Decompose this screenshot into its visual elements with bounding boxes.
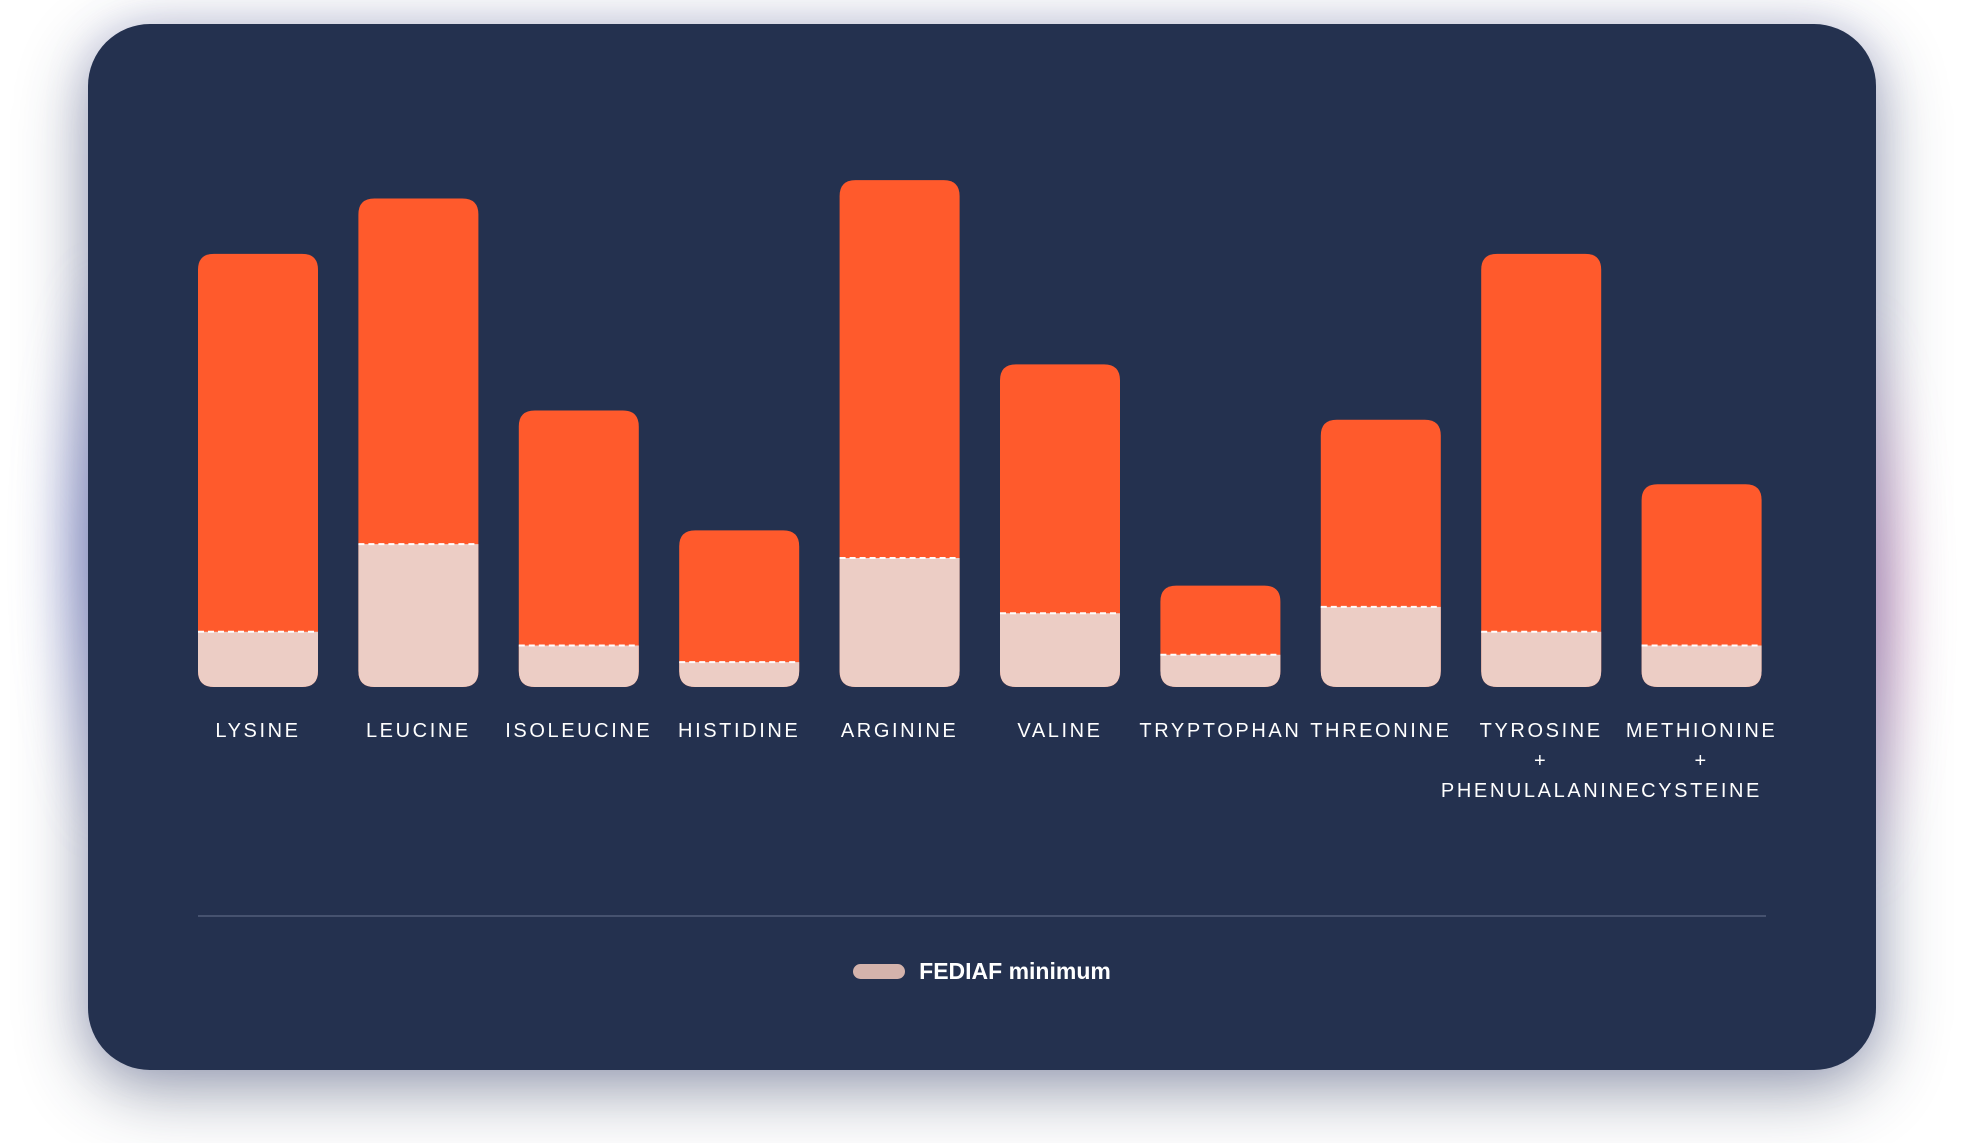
amino-acid-bar-chart: LYSINE LEUCINE ISOLEUCINE HISTIDINE ARGININE…: [198, 180, 1778, 802]
category-label-tyrosine-2: PHENULALANINE: [1441, 780, 1642, 802]
min-bar-methionine: [1641, 645, 1762, 687]
category-label-valine: VALINE: [1017, 720, 1102, 742]
min-bar-arginine: [839, 557, 960, 687]
category-label-arginine: ARGININE: [841, 720, 958, 742]
category-label-isoleucine: ISOLEUCINE: [505, 720, 652, 742]
chart-card: LYSINE LEUCINE ISOLEUCINE HISTIDINE ARGININE…: [88, 24, 1876, 1070]
legend-swatch-fediaf-minimum: [853, 964, 906, 979]
bar-lysine: [198, 253, 318, 688]
bar-group-lysine: LYSINE: [198, 253, 318, 742]
category-label-lysine: LYSINE: [215, 720, 300, 742]
category-label-methionine: METHIONINE: [1626, 720, 1778, 742]
category-label-tyrosine: TYROSINE: [1480, 720, 1603, 742]
category-label-histidine: HISTIDINE: [678, 720, 800, 742]
min-bar-tyrosine: [1481, 631, 1602, 687]
min-bar-leucine: [358, 544, 479, 687]
bar-group-tryptophan: TRYPTOPHAN: [1139, 585, 1301, 742]
min-bar-lysine: [198, 631, 318, 687]
bar-group-tyrosine: TYROSINE + PHENULALANINE: [1441, 253, 1642, 802]
min-bar-histidine: [679, 662, 800, 687]
bar-tyrosine: [1481, 253, 1602, 688]
category-label-tyrosine-1: +: [1534, 750, 1548, 772]
bar-group-arginine: ARGININE: [839, 180, 960, 742]
category-label-threonine: THREONINE: [1310, 720, 1451, 742]
legend: FEDIAF minimum: [88, 958, 1876, 985]
bar-methionine: [1641, 484, 1762, 687]
min-bar-isoleucine: [518, 645, 639, 687]
legend-divider: [198, 915, 1766, 917]
bar-group-isoleucine: ISOLEUCINE: [505, 410, 652, 742]
min-bar-tryptophan: [1160, 654, 1281, 687]
bar-isoleucine: [518, 410, 639, 687]
bar-group-histidine: HISTIDINE: [678, 530, 800, 742]
category-label-methionine-2: CYSTEINE: [1641, 780, 1762, 802]
bar-group-threonine: THREONINE: [1310, 419, 1451, 742]
bar-group-leucine: LEUCINE: [358, 198, 479, 742]
bar-valine: [1000, 364, 1120, 687]
category-label-leucine: LEUCINE: [366, 720, 471, 742]
category-label-tryptophan: TRYPTOPHAN: [1139, 720, 1301, 742]
bar-group-methionine: METHIONINE + CYSTEINE: [1626, 484, 1778, 802]
category-label-methionine-1: +: [1694, 750, 1708, 772]
min-bar-valine: [1000, 613, 1120, 687]
legend-label: FEDIAF minimum: [919, 958, 1111, 984]
bar-histidine: [679, 530, 800, 687]
min-bar-threonine: [1320, 606, 1441, 687]
bar-group-valine: VALINE: [1000, 364, 1120, 742]
